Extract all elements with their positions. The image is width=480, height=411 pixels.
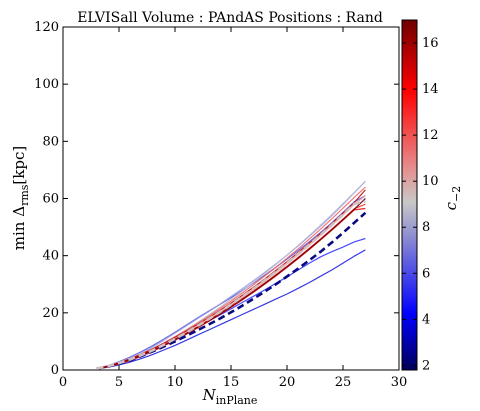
colorbar-label-main: c: [442, 201, 460, 210]
y-tick-label: 0: [51, 363, 59, 378]
colorbar-tick-label: 8: [422, 220, 430, 235]
chart-title: ELVISall Volume : PAndAS Positions : Ran…: [77, 10, 383, 26]
colorbar-label: c−2: [442, 186, 463, 211]
x-axis-ticks: 0 5 10 15 20 25 30: [59, 27, 407, 390]
y-tick-label: 60: [42, 192, 59, 207]
mean-series-line: [96, 200, 366, 370]
colorbar-ticks: 2 4 6 8 10 12 14 16: [402, 36, 439, 373]
colorbar-tick-label: 12: [422, 128, 439, 143]
series-line: [96, 195, 366, 370]
y-tick-label: 20: [42, 306, 59, 321]
colorbar-tick-label: 14: [422, 82, 439, 97]
y-axis-label: min Δrms[kpc]: [10, 146, 31, 250]
y-axis-label-main: min Δ: [10, 206, 28, 250]
series-line: [96, 249, 366, 370]
y-axis-ticks: 0 20 40 60 80 100 120: [34, 20, 399, 378]
colorbar-label-sub: −2: [450, 186, 463, 202]
colorbar-tick-label: 6: [422, 266, 430, 281]
y-tick-label: 100: [34, 77, 59, 92]
y-tick-label: 120: [34, 20, 59, 35]
colorbar-tick-label: 2: [422, 358, 430, 373]
series-group: [96, 180, 367, 370]
x-tick-label: 15: [223, 375, 240, 390]
y-axis-label-sub: rms: [18, 184, 31, 206]
x-tick-label: 0: [59, 375, 67, 390]
x-tick-label: 5: [115, 375, 123, 390]
y-axis-label-unit: [kpc]: [10, 146, 28, 185]
x-axis-label-main: N: [202, 386, 217, 404]
x-axis-label: NinPlane: [202, 386, 258, 407]
x-tick-label: 10: [167, 375, 184, 390]
colorbar-tick-label: 10: [422, 174, 439, 189]
x-tick-label: 25: [335, 375, 352, 390]
y-tick-label: 40: [42, 249, 59, 264]
x-axis-label-sub: inPlane: [216, 394, 258, 407]
x-tick-label: 20: [279, 375, 296, 390]
y-tick-label: 80: [42, 134, 59, 149]
x-tick-label: 30: [391, 375, 408, 390]
colorbar-tick-label: 16: [422, 36, 439, 51]
colorbar: [401, 19, 418, 371]
colorbar-tick-label: 4: [422, 312, 430, 327]
